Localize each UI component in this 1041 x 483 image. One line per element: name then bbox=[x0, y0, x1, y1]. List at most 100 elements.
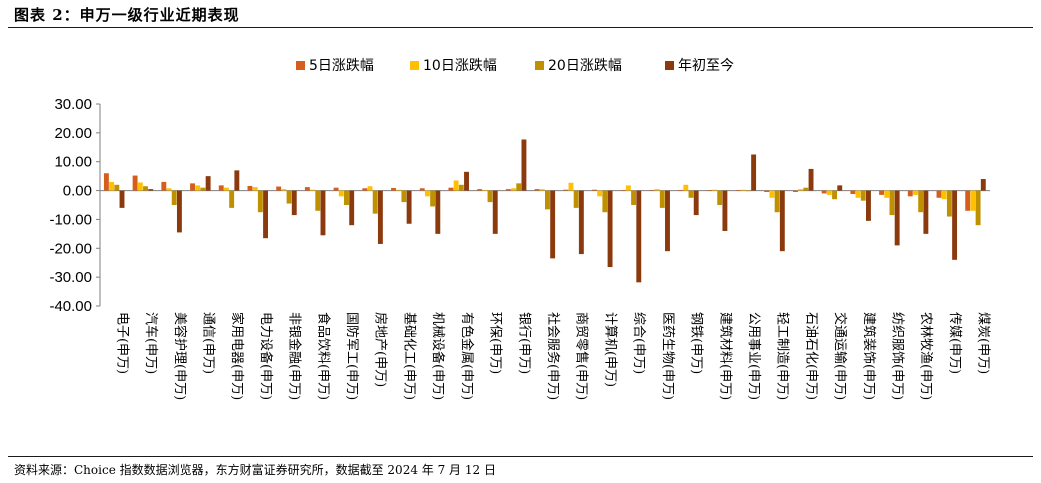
bar-s10-17 bbox=[597, 190, 603, 197]
bar-s20-23 bbox=[774, 190, 780, 213]
bar-s5-22 bbox=[735, 189, 741, 191]
y-tick-label: -40.00 bbox=[49, 298, 92, 315]
x-category-label: 通信(申万) bbox=[200, 312, 215, 374]
chart-bars bbox=[103, 139, 986, 283]
bar-ytd-10 bbox=[406, 190, 412, 224]
bar-s10-7 bbox=[310, 189, 316, 191]
bar-s20-15 bbox=[545, 190, 550, 210]
bar-ytd-13 bbox=[492, 190, 498, 234]
bar-s10-22 bbox=[740, 189, 746, 191]
bar-s10-16 bbox=[568, 182, 574, 191]
bar-s10-13 bbox=[482, 189, 488, 191]
bar-s20-14 bbox=[516, 183, 522, 191]
bar-s20-5 bbox=[257, 190, 263, 213]
bar-s20-12 bbox=[458, 184, 464, 191]
bar-s10-10 bbox=[396, 189, 402, 191]
bar-s10-8 bbox=[338, 190, 344, 197]
bar-s5-27 bbox=[879, 190, 885, 195]
y-tick-label: 10.00 bbox=[54, 154, 92, 171]
bar-s10-4 bbox=[223, 187, 229, 191]
x-category-label: 计算机(申万) bbox=[602, 312, 617, 387]
bar-s20-11 bbox=[430, 190, 436, 207]
bar-s20-30 bbox=[975, 190, 981, 226]
y-tick-label: 0.00 bbox=[63, 183, 92, 200]
bar-s5-30 bbox=[965, 190, 971, 211]
x-category-label: 轻工制造(申万) bbox=[775, 312, 790, 400]
bar-s5-14 bbox=[505, 189, 511, 191]
bar-ytd-30 bbox=[980, 179, 986, 191]
bar-ytd-28 bbox=[923, 190, 929, 234]
x-category-label: 社会服务(申万) bbox=[545, 312, 561, 400]
x-category-label: 电力设备(申万) bbox=[258, 312, 274, 400]
bar-s10-15 bbox=[539, 189, 545, 191]
bar-s20-16 bbox=[573, 190, 579, 208]
bar-s10-26 bbox=[855, 190, 861, 198]
bar-s10-3 bbox=[195, 185, 201, 191]
bar-s20-8 bbox=[344, 190, 349, 205]
bar-ytd-26 bbox=[866, 190, 871, 221]
x-category-label: 建筑材料(申万) bbox=[717, 312, 733, 400]
y-tick-label: -30.00 bbox=[49, 269, 92, 286]
legend-swatch-ytd bbox=[665, 61, 674, 70]
bar-s10-25 bbox=[826, 190, 832, 195]
bar-ytd-12 bbox=[464, 171, 469, 191]
bar-ytd-11 bbox=[435, 190, 441, 234]
x-category-label: 国防军工(申万) bbox=[344, 312, 360, 400]
legend-swatch-s20 bbox=[535, 61, 544, 70]
bar-s10-30 bbox=[970, 190, 976, 211]
x-category-label: 机械设备(申万) bbox=[430, 312, 446, 400]
bar-s10-12 bbox=[453, 180, 459, 191]
bar-s5-3 bbox=[190, 183, 195, 191]
bar-ytd-25 bbox=[837, 185, 843, 191]
x-category-label: 食品饮料(申万) bbox=[315, 312, 331, 400]
bar-ytd-9 bbox=[377, 190, 383, 244]
bar-s5-28 bbox=[907, 190, 913, 197]
bar-s5-2 bbox=[161, 181, 167, 191]
x-category-label: 房地产(申万) bbox=[373, 312, 389, 387]
bar-s10-11 bbox=[424, 190, 430, 197]
title-divider bbox=[8, 27, 1033, 28]
bar-s20-6 bbox=[286, 190, 292, 204]
bar-s5-1 bbox=[132, 175, 138, 191]
legend-label-s5: 5日涨跌幅 bbox=[309, 58, 374, 74]
bar-s20-20 bbox=[688, 190, 694, 198]
bar-s20-0 bbox=[114, 184, 120, 191]
bar-ytd-17 bbox=[607, 190, 613, 268]
bar-ytd-7 bbox=[320, 190, 326, 236]
bar-ytd-3 bbox=[205, 176, 211, 191]
bar-s20-19 bbox=[659, 190, 665, 208]
bar-s10-9 bbox=[367, 186, 373, 191]
bar-ytd-27 bbox=[894, 190, 900, 246]
bar-s10-19 bbox=[654, 189, 660, 191]
bar-s5-17 bbox=[592, 189, 597, 191]
bar-s10-0 bbox=[109, 181, 115, 191]
x-category-label: 纺织服饰(申万) bbox=[890, 312, 905, 400]
bar-s20-10 bbox=[401, 190, 407, 203]
bar-s5-16 bbox=[563, 189, 569, 191]
bar-s20-1 bbox=[143, 186, 148, 191]
source-divider bbox=[8, 456, 1033, 457]
legend-label-ytd: 年初至今 bbox=[678, 57, 734, 74]
bar-s5-18 bbox=[620, 189, 626, 191]
bar-ytd-24 bbox=[808, 168, 814, 191]
bar-s20-18 bbox=[631, 190, 637, 205]
bar-s5-29 bbox=[936, 190, 942, 198]
bar-s10-27 bbox=[884, 190, 890, 198]
page-title: 图表 2：申万一级行业近期表现 bbox=[14, 6, 240, 24]
y-tick-label: -10.00 bbox=[49, 211, 92, 228]
bar-ytd-18 bbox=[636, 190, 642, 283]
x-category-label: 汽车(申万) bbox=[143, 312, 159, 374]
x-category-label: 非银金融(申万) bbox=[287, 312, 303, 400]
bar-s20-7 bbox=[315, 190, 321, 211]
bar-s20-3 bbox=[200, 187, 206, 191]
bar-s20-2 bbox=[171, 190, 177, 205]
bar-ytd-20 bbox=[693, 190, 699, 216]
x-category-label: 钢铁(申万) bbox=[689, 312, 704, 374]
x-category-label: 医药生物(申万) bbox=[660, 312, 675, 400]
bar-s5-20 bbox=[678, 189, 684, 191]
bar-s20-27 bbox=[889, 190, 895, 216]
bar-s20-24 bbox=[803, 187, 809, 191]
y-tick-label: -20.00 bbox=[49, 240, 92, 257]
bar-ytd-0 bbox=[119, 190, 125, 208]
x-category-label: 公用事业(申万) bbox=[746, 312, 761, 400]
